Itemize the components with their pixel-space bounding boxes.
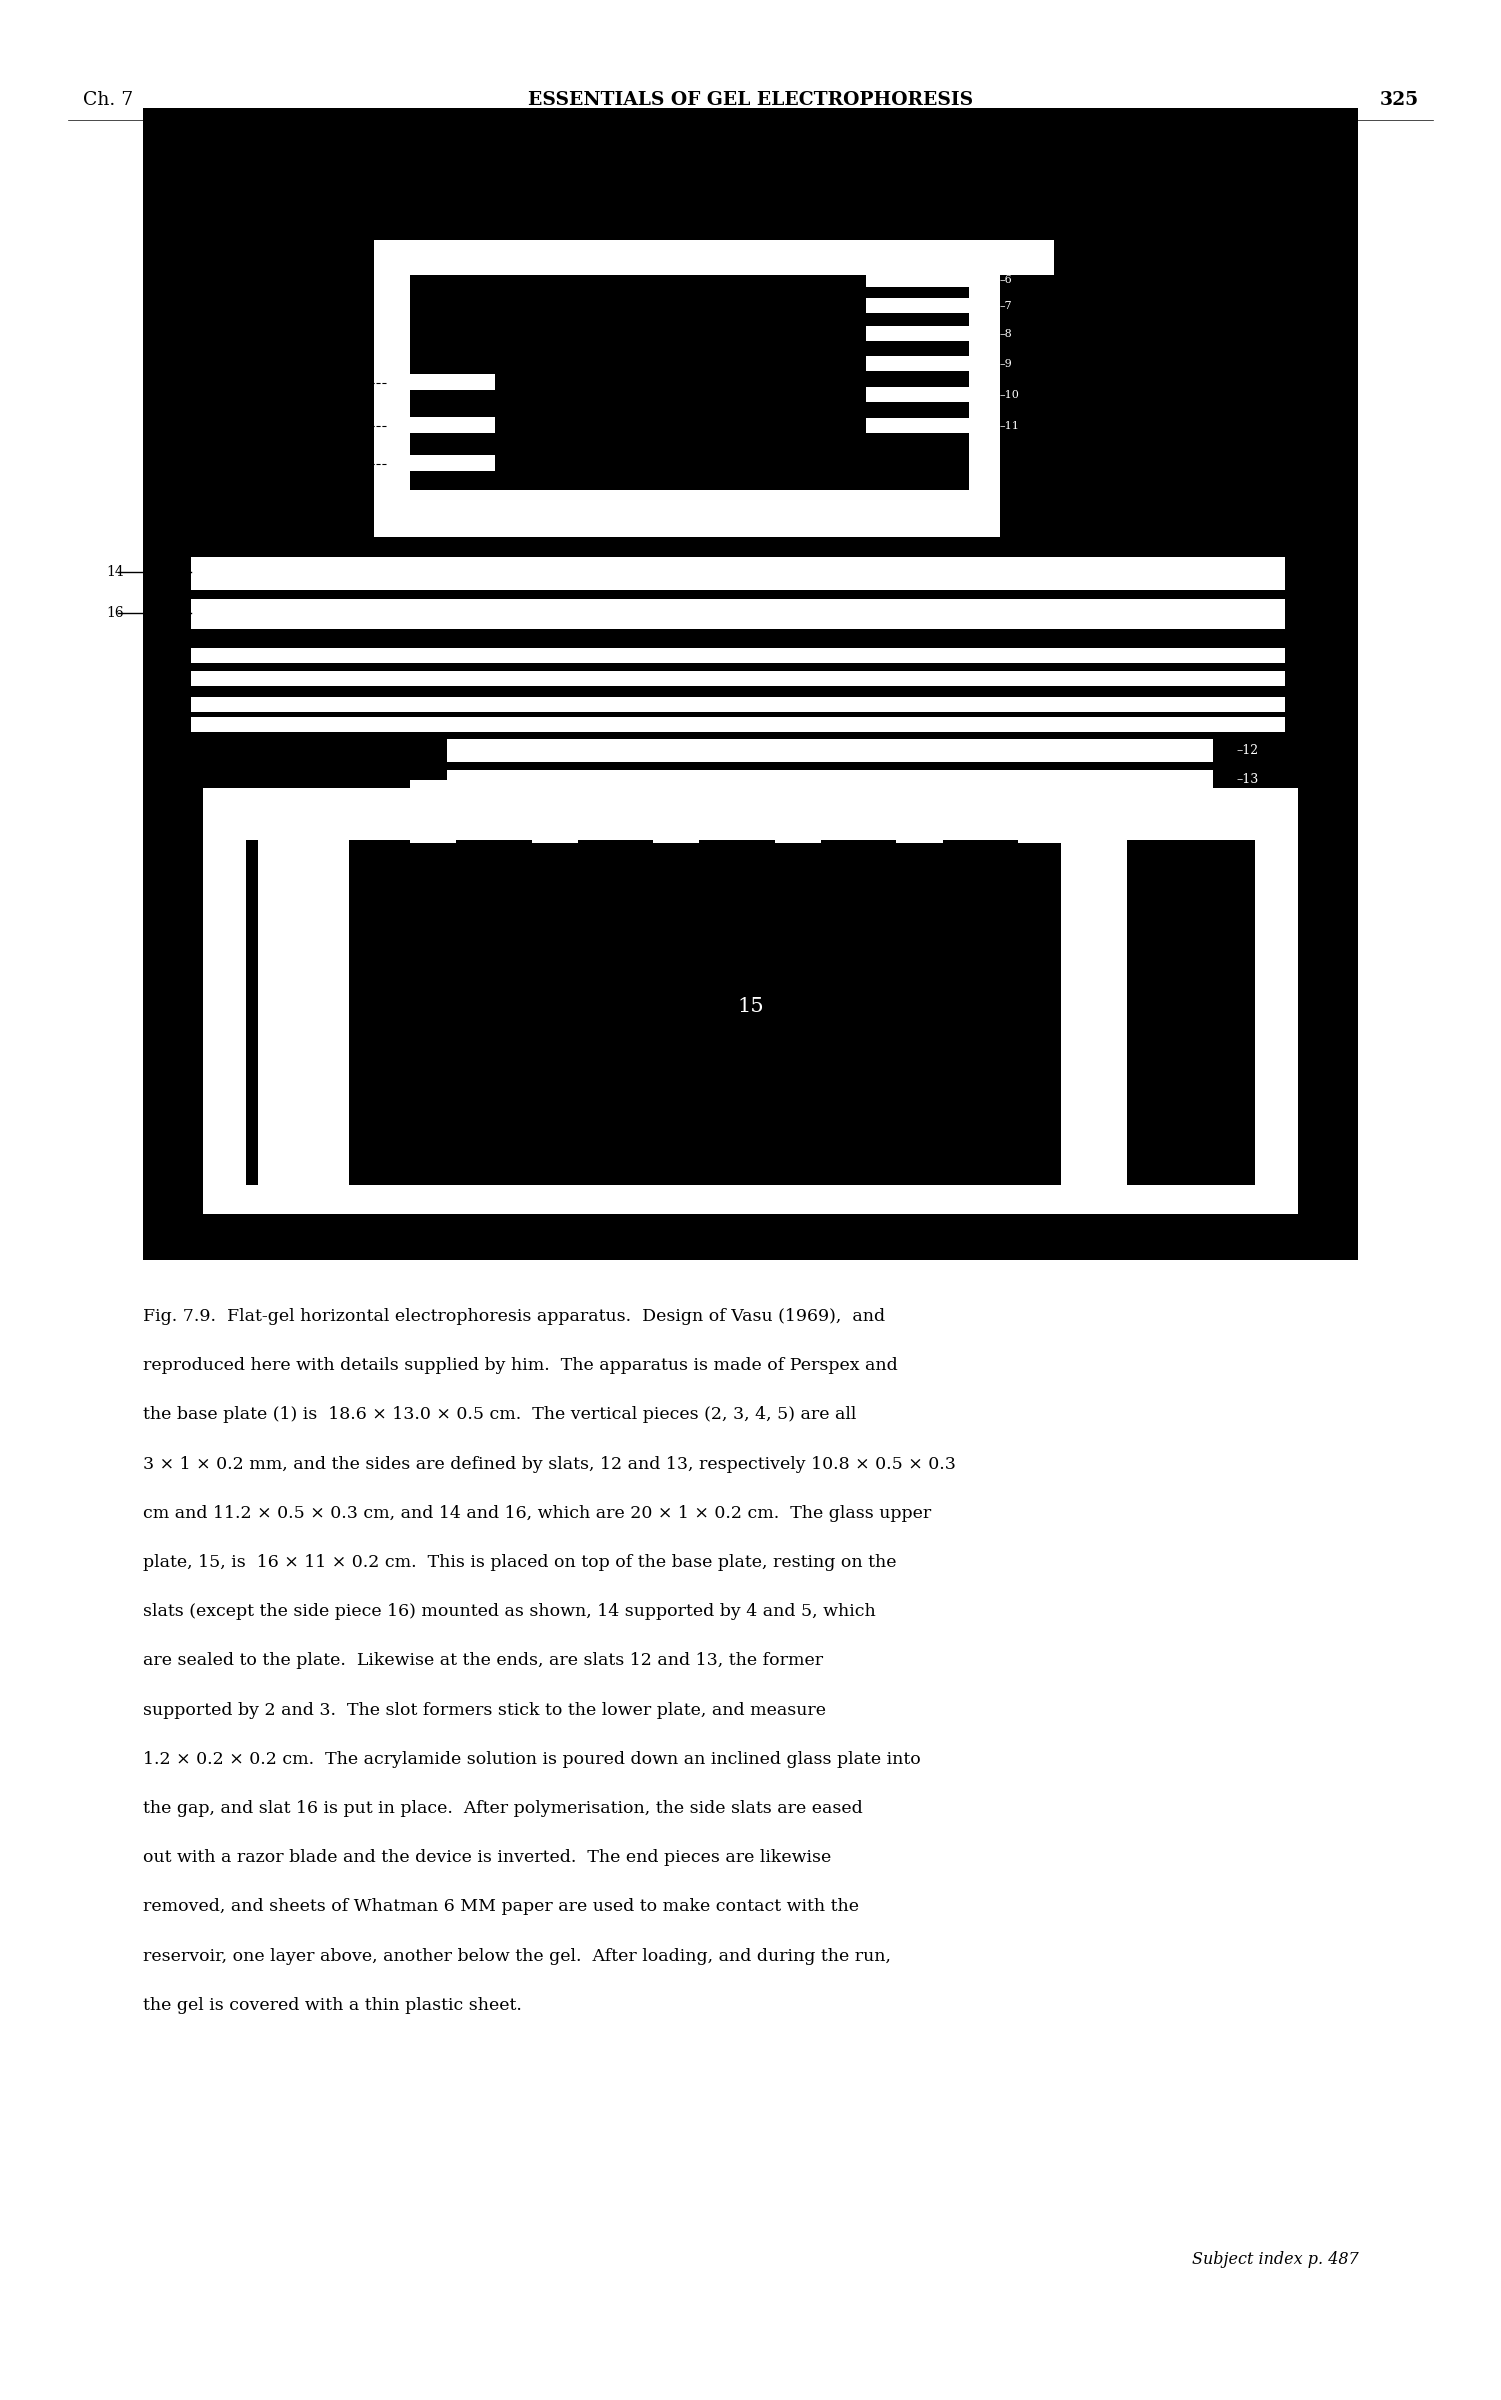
Text: –12: –12	[1237, 744, 1259, 758]
Bar	[246, 840, 1255, 1186]
Bar	[447, 739, 1213, 763]
Text: 1: 1	[311, 456, 318, 470]
Bar	[653, 780, 699, 842]
Text: cm and 11.2 × 0.5 × 0.3 cm, and 14 and 16, which are 20 × 1 × 0.2 cm.  The glass: cm and 11.2 × 0.5 × 0.3 cm, and 14 and 1…	[143, 1505, 931, 1522]
Text: 15: 15	[737, 996, 764, 1015]
Text: –13: –13	[1237, 773, 1259, 787]
Bar	[866, 326, 982, 341]
Text: are sealed to the plate.  Likewise at the ends, are slats 12 and 13, the former: are sealed to the plate. Likewise at the…	[143, 1651, 823, 1670]
Bar	[866, 355, 982, 370]
Bar	[866, 418, 982, 432]
Bar	[1018, 780, 1064, 842]
Bar	[896, 780, 943, 842]
Text: 4: 4	[605, 139, 615, 156]
Bar	[775, 780, 821, 842]
Text: 325: 325	[1379, 91, 1418, 110]
Bar	[374, 511, 1000, 538]
Text: 16: 16	[107, 605, 123, 619]
Bar	[447, 770, 1213, 790]
Bar	[374, 490, 1000, 511]
Bar	[374, 240, 410, 523]
Text: the base plate (1) is  18.6 × 13.0 × 0.5 cm.  The vertical pieces (2, 3, 4, 5) a: the base plate (1) is 18.6 × 13.0 × 0.5 …	[143, 1406, 856, 1423]
Text: reservoir, one layer above, another below the gel.  After loading, and during th: reservoir, one layer above, another belo…	[143, 1949, 890, 1966]
Bar	[191, 696, 1285, 713]
Bar	[143, 108, 1358, 1260]
Bar	[204, 802, 1298, 833]
Bar	[191, 672, 1285, 686]
Bar	[191, 648, 1285, 662]
Text: Fig. 7.9.  Flat-gel horizontal electrophoresis apparatus.  Design of Vasu (1969): Fig. 7.9. Flat-gel horizontal electropho…	[143, 1308, 884, 1325]
Bar	[866, 298, 982, 312]
Bar	[386, 418, 495, 432]
Text: 3: 3	[311, 377, 318, 391]
Text: supported by 2 and 3.  The slot formers stick to the lower plate, and measure: supported by 2 and 3. The slot formers s…	[143, 1702, 826, 1718]
Bar	[191, 718, 1285, 732]
Text: –9: –9	[1000, 358, 1013, 370]
Text: Ch. 7: Ch. 7	[83, 91, 132, 110]
Bar	[258, 828, 332, 1190]
Text: ESSENTIALS OF GEL ELECTROPHORESIS: ESSENTIALS OF GEL ELECTROPHORESIS	[528, 91, 973, 110]
Text: slats (except the side piece 16) mounted as shown, 14 supported by 4 and 5, whic: slats (except the side piece 16) mounted…	[143, 1603, 875, 1620]
Bar	[204, 1188, 1298, 1214]
Text: –11: –11	[1000, 420, 1019, 432]
Text: 1.2 × 0.2 × 0.2 cm.  The acrylamide solution is poured down an inclined glass pl: 1.2 × 0.2 × 0.2 cm. The acrylamide solut…	[143, 1752, 920, 1769]
Bar	[866, 271, 982, 286]
Bar	[374, 240, 1055, 276]
Text: removed, and sheets of Whatman 6 MM paper are used to make contact with the: removed, and sheets of Whatman 6 MM pape…	[143, 1898, 859, 1915]
Bar	[204, 804, 1298, 1214]
Bar	[1061, 828, 1127, 1190]
Text: 14: 14	[107, 566, 125, 578]
Text: 3 × 1 × 0.2 mm, and the sides are defined by slats, 12 and 13, respectively 10.8: 3 × 1 × 0.2 mm, and the sides are define…	[143, 1454, 956, 1474]
Bar	[204, 787, 1298, 804]
Text: Subject index p. 487: Subject index p. 487	[1192, 2251, 1358, 2268]
Text: 5: 5	[842, 154, 853, 173]
Text: out with a razor blade and the device is inverted.  The end pieces are likewise: out with a razor blade and the device is…	[143, 1848, 832, 1867]
Text: –6: –6	[1000, 274, 1013, 286]
Bar	[970, 269, 1000, 523]
Bar	[332, 828, 350, 1190]
Bar	[866, 386, 982, 401]
Text: the gap, and slat 16 is put in place.  After polymerisation, the side slats are : the gap, and slat 16 is put in place. Af…	[143, 1800, 863, 1817]
Text: –10: –10	[1000, 389, 1019, 401]
Bar	[531, 780, 578, 842]
Text: the gel is covered with a thin plastic sheet.: the gel is covered with a thin plastic s…	[143, 1997, 521, 2014]
Text: 2: 2	[311, 420, 318, 432]
Bar	[191, 598, 1285, 629]
Bar	[410, 780, 456, 842]
Bar	[191, 557, 1285, 590]
Text: plate, 15, is  16 × 11 × 0.2 cm.  This is placed on top of the base plate, resti: plate, 15, is 16 × 11 × 0.2 cm. This is …	[143, 1555, 896, 1572]
Text: reproduced here with details supplied by him.  The apparatus is made of Perspex : reproduced here with details supplied by…	[143, 1358, 898, 1375]
Text: –8: –8	[1000, 329, 1013, 338]
Bar	[386, 374, 495, 391]
Bar	[386, 454, 495, 470]
Text: –7: –7	[1000, 300, 1012, 312]
